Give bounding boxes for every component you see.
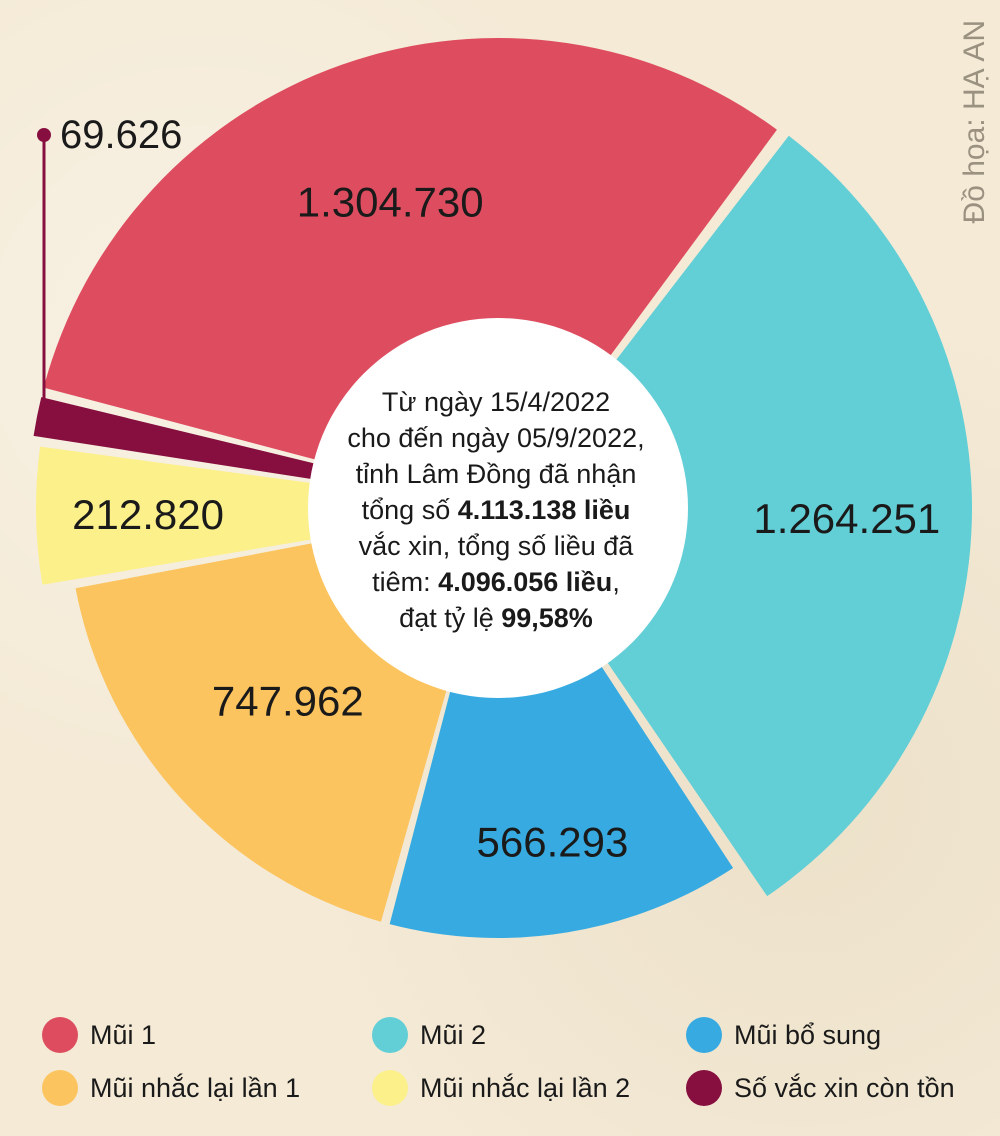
slice-số-vắc-xin-còn-tồn bbox=[33, 397, 328, 482]
legend-label: Số vắc xin còn tồn bbox=[734, 1072, 955, 1103]
legend-item-mui-nhac-lai-2: Mũi nhắc lại lần 2 bbox=[372, 1070, 630, 1106]
legend-label: Mũi 1 bbox=[90, 1019, 157, 1050]
slice-mũi-nhắc-lại-lần-2 bbox=[35, 446, 326, 585]
summary-line-6-suffix: , bbox=[612, 567, 620, 597]
slice-value-label: 69.626 bbox=[60, 113, 182, 157]
legend-label: Mũi bổ sung bbox=[734, 1019, 882, 1050]
summary-line-1: Từ ngày 15/4/2022 bbox=[381, 387, 611, 417]
legend-swatch bbox=[686, 1017, 722, 1053]
slice-value-label: 212.820 bbox=[72, 491, 224, 538]
summary-line-7: đạt tỷ lệ 99,58% bbox=[318, 600, 674, 636]
summary-line-2: cho đến ngày 05/9/2022, bbox=[347, 423, 645, 453]
legend-swatch bbox=[686, 1070, 722, 1106]
slice-mũi-bổ-sung bbox=[389, 654, 734, 938]
slice-mũi-2 bbox=[600, 135, 972, 897]
callout-dot bbox=[37, 128, 51, 142]
summary-line-4: tổng số 4.113.138 liều bbox=[318, 492, 674, 528]
legend-item-mui-nhac-lai-1: Mũi nhắc lại lần 1 bbox=[42, 1070, 300, 1106]
legend-label: Mũi nhắc lại lần 1 bbox=[90, 1072, 301, 1103]
legend-item-mui-1: Mũi 1 bbox=[42, 1017, 156, 1053]
slice-value-label: 1.304.730 bbox=[297, 178, 484, 225]
total-injected-value: 4.096.056 liều bbox=[438, 567, 613, 597]
donut-chart: 1.264.251 566.293 747.962 212.820 69.626 1.30… bbox=[33, 38, 972, 938]
center-circle bbox=[308, 318, 688, 698]
center-summary-text: Từ ngày 15/4/2022 cho đến ngày 05/9/2022… bbox=[318, 384, 674, 636]
slice-value-label: 566.293 bbox=[477, 819, 629, 866]
legend-item-mui-2: Mũi 2 bbox=[372, 1017, 486, 1053]
legend-item-vac-xin-con-ton: Số vắc xin còn tồn bbox=[686, 1070, 955, 1106]
summary-line-7-prefix: đạt tỷ lệ bbox=[399, 603, 502, 633]
legend-item-mui-bo-sung: Mũi bổ sung bbox=[686, 1017, 881, 1053]
summary-line-5: vắc xin, tổng số liều đã bbox=[358, 531, 634, 561]
legend-swatch bbox=[42, 1017, 78, 1053]
summary-line-4-prefix: tổng số bbox=[361, 495, 458, 525]
legend-swatch bbox=[372, 1070, 408, 1106]
summary-line-3: tỉnh Lâm Đồng đã nhận bbox=[355, 459, 637, 489]
legend-label: Mũi nhắc lại lần 2 bbox=[420, 1072, 631, 1103]
slice-value-label: 1.264.251 bbox=[753, 495, 940, 542]
total-received-value: 4.113.138 liều bbox=[457, 495, 631, 525]
legend-swatch bbox=[372, 1017, 408, 1053]
injection-rate-value: 99,58% bbox=[501, 603, 593, 633]
summary-line-6-prefix: tiêm: bbox=[372, 567, 439, 597]
legend-label: Mũi 2 bbox=[420, 1019, 487, 1050]
slice-value-label: 747.962 bbox=[212, 677, 364, 724]
legend-swatch bbox=[42, 1070, 78, 1106]
chart-legend: Mũi 1 Mũi 2 Mũi bổ sung Mũi nhắc lại lần… bbox=[0, 1012, 1000, 1136]
summary-line-6: tiêm: 4.096.056 liều, bbox=[318, 564, 674, 600]
slice-mũi-nhắc-lại-lần-1 bbox=[75, 540, 451, 922]
